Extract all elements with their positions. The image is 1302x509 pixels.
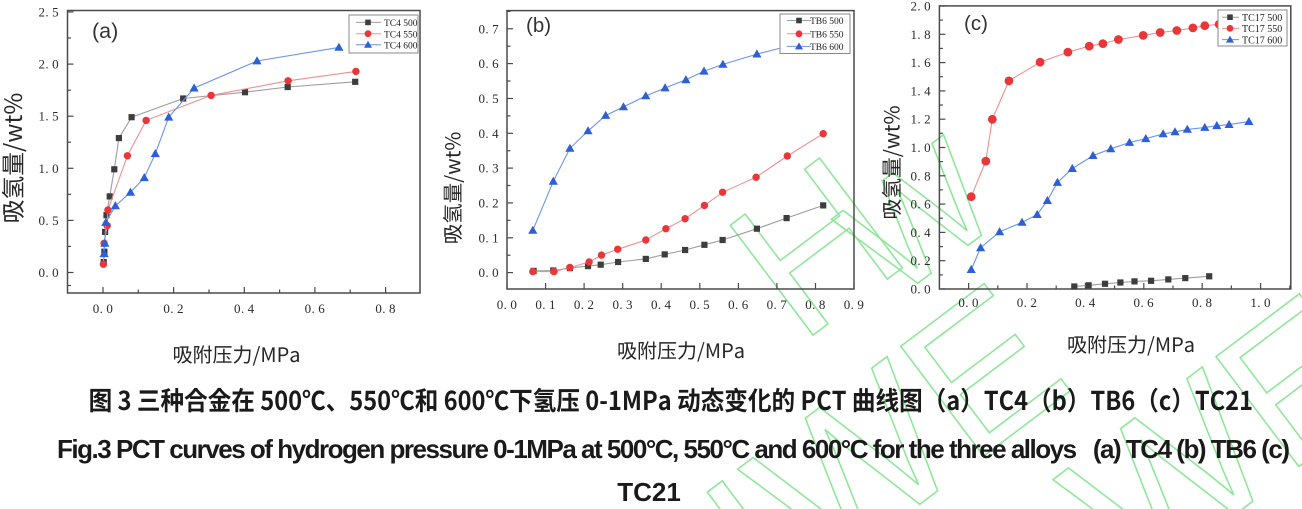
svg-text:0. 8: 0. 8 [1192,295,1213,310]
svg-text:0. 2: 0. 2 [574,297,595,312]
svg-text:TC4 500: TC4 500 [384,19,418,29]
svg-text:TC17 500: TC17 500 [1242,13,1282,24]
svg-text:0. 3: 0. 3 [479,161,500,176]
svg-text:0. 1: 0. 1 [535,297,556,312]
svg-text:1. 2: 1. 2 [911,112,932,127]
svg-text:1. 0: 1. 0 [1250,295,1271,310]
svg-text:0. 0: 0. 0 [479,265,500,280]
svg-text:0. 8: 0. 8 [805,297,826,312]
svg-text:TC21: TC21 [617,477,681,507]
svg-text:0. 1: 0. 1 [479,230,500,245]
svg-text:0. 4: 0. 4 [479,126,500,141]
svg-text:TB6 500: TB6 500 [810,17,844,27]
svg-text:2. 5: 2. 5 [39,5,60,20]
svg-text:1. 6: 1. 6 [911,55,932,70]
svg-text:(b): (b) [526,14,551,37]
svg-text:0. 5: 0. 5 [479,91,500,106]
svg-text:0. 0: 0. 0 [958,295,979,310]
svg-text:2. 0: 2. 0 [911,0,932,14]
svg-text:0. 7: 0. 7 [479,21,500,36]
svg-text:TC17 600: TC17 600 [1242,35,1282,46]
svg-text:1. 8: 1. 8 [911,27,932,42]
svg-text:0. 4: 0. 4 [911,225,932,240]
svg-text:0. 6: 0. 6 [479,56,500,71]
svg-text:0. 0: 0. 0 [911,282,932,297]
svg-text:0. 8: 0. 8 [911,168,932,183]
svg-text:0. 0: 0. 0 [93,301,114,316]
svg-text:(c): (c) [964,12,988,35]
svg-text:0. 3: 0. 3 [612,297,633,312]
svg-text:0. 4: 0. 4 [651,297,672,312]
svg-text:0. 2: 0. 2 [163,301,184,316]
svg-text:0. 9: 0. 9 [844,297,865,312]
svg-text:1. 0: 1. 0 [39,161,60,176]
svg-text:0. 6: 0. 6 [728,297,749,312]
svg-text:TC17 550: TC17 550 [1242,24,1282,35]
svg-text:0. 6: 0. 6 [911,197,932,212]
svg-text:0. 2: 0. 2 [911,253,932,268]
svg-text:0. 7: 0. 7 [767,297,788,312]
svg-text:0. 4: 0. 4 [234,301,255,316]
svg-text:0. 0: 0. 0 [39,265,60,280]
svg-text:0. 8: 0. 8 [375,301,396,316]
svg-text:Fig.3 PCT curves of hydrogen p: Fig.3 PCT curves of hydrogen pressure 0-… [57,434,1290,464]
svg-text:0. 5: 0. 5 [39,213,60,228]
svg-text:(a): (a) [92,19,118,43]
svg-text:TB6 600: TB6 600 [810,43,844,53]
svg-text:1. 4: 1. 4 [911,83,932,98]
svg-text:TC4 550: TC4 550 [384,30,418,40]
svg-text:1. 5: 1. 5 [39,109,60,124]
svg-text:0. 4: 0. 4 [1075,295,1096,310]
svg-text:2. 0: 2. 0 [39,57,60,72]
svg-text:TC4 600: TC4 600 [384,42,418,52]
svg-text:0. 6: 0. 6 [305,301,326,316]
svg-text:0. 0: 0. 0 [497,297,518,312]
svg-text:0. 5: 0. 5 [690,297,711,312]
svg-text:0. 2: 0. 2 [1017,295,1038,310]
svg-text:1. 0: 1. 0 [911,140,932,155]
svg-text:TB6 550: TB6 550 [810,31,844,41]
svg-text:0. 6: 0. 6 [1134,295,1155,310]
svg-text:0. 2: 0. 2 [479,195,500,210]
